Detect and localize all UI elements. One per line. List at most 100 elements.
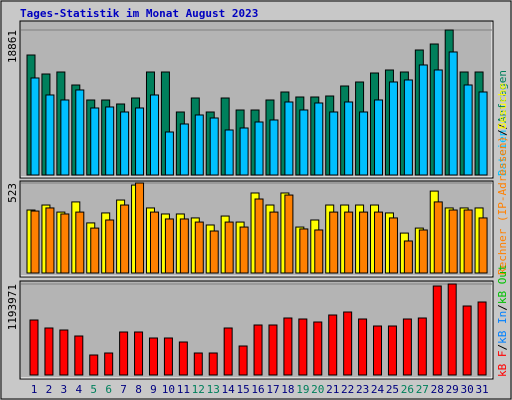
bar (358, 318, 368, 376)
bar (329, 211, 339, 274)
bar (254, 198, 264, 274)
bar (208, 352, 218, 376)
legend-separator: / (496, 129, 509, 136)
x-tick-label: 14 (222, 383, 236, 396)
bar (223, 327, 233, 376)
x-tick-label: 20 (311, 383, 324, 396)
bar (448, 51, 458, 176)
x-tick-label: 18 (281, 383, 294, 396)
bar (239, 226, 249, 274)
bar (284, 101, 294, 176)
legend-separator: / (496, 344, 509, 351)
x-tick-label: 25 (386, 383, 399, 396)
bar (90, 107, 100, 176)
x-tick-label: 5 (90, 383, 97, 396)
legend: Rechner (IP-Adressen)/Besuche (496, 83, 509, 275)
legend-separator: / (496, 123, 509, 130)
bar (29, 319, 39, 376)
legend: kB F/kB In/kB Out (496, 264, 509, 377)
x-tick-label: 23 (356, 383, 369, 396)
bar (402, 318, 412, 376)
legend-entry: Dateien (496, 130, 509, 176)
bar (314, 102, 324, 176)
bar (314, 229, 324, 274)
x-tick-label: 22 (341, 383, 354, 396)
bar (135, 182, 145, 274)
bar (89, 354, 99, 376)
bar (164, 218, 174, 274)
title: Tages-Statistik im Monat August 2023 (20, 7, 258, 20)
bar (224, 221, 234, 274)
legend-entry: kB Out (496, 264, 509, 304)
bar (478, 217, 488, 274)
bar (119, 331, 129, 376)
bar (239, 127, 249, 176)
x-tick-label: 12 (192, 383, 205, 396)
bar (60, 213, 70, 274)
x-tick-label: 28 (431, 383, 444, 396)
bar (148, 337, 158, 376)
bar (59, 329, 69, 376)
legend-entry: Besuche (496, 83, 509, 129)
x-tick-label: 31 (475, 383, 488, 396)
x-tick-label: 24 (371, 383, 385, 396)
x-tick-label: 9 (150, 383, 157, 396)
bar (329, 111, 339, 176)
bar (478, 91, 488, 176)
x-tick-label: 13 (207, 383, 220, 396)
bar (120, 111, 130, 176)
x-tick-label: 30 (461, 383, 474, 396)
bar (374, 99, 384, 176)
x-tick-label: 17 (266, 383, 279, 396)
bar (75, 89, 85, 176)
x-tick-label: 21 (326, 383, 339, 396)
bar (178, 341, 188, 376)
bar (463, 209, 473, 274)
bar (120, 204, 130, 274)
x-tick-label: 3 (61, 383, 68, 396)
bar (448, 209, 458, 274)
bar (224, 129, 234, 176)
bar (60, 99, 70, 176)
bar (433, 69, 443, 176)
bar (298, 318, 308, 376)
bar (45, 94, 55, 176)
bar (105, 219, 115, 274)
bar (135, 107, 145, 176)
x-tick-label: 8 (135, 383, 142, 396)
bar (134, 331, 144, 376)
bar (75, 211, 85, 274)
x-tick-label: 7 (120, 383, 127, 396)
legend-entry: Anfragen (496, 70, 509, 123)
bar (433, 201, 443, 274)
legend-entry: kB F (496, 351, 509, 378)
bar (418, 64, 428, 176)
x-tick-label: 10 (162, 383, 175, 396)
bar (388, 217, 398, 274)
x-tick-label: 15 (236, 383, 249, 396)
bar (238, 345, 248, 376)
x-tick-label: 1 (31, 383, 38, 396)
bar (403, 240, 413, 274)
x-tick-label: 11 (177, 383, 190, 396)
bar (284, 194, 294, 274)
bar (462, 305, 472, 376)
bar (328, 314, 338, 376)
bar (313, 321, 323, 376)
bar (105, 106, 115, 176)
bar (343, 311, 353, 376)
bar (417, 317, 427, 376)
bar (432, 285, 442, 376)
legend-entry: Rechner (IP-Adressen) (496, 136, 509, 275)
bar (359, 211, 369, 274)
bar (283, 317, 293, 376)
bar (30, 77, 40, 176)
bar (299, 109, 309, 176)
bar (344, 211, 354, 274)
x-tick-label: 29 (446, 383, 459, 396)
bar (194, 221, 204, 274)
bar (149, 94, 159, 176)
bar (299, 228, 309, 274)
